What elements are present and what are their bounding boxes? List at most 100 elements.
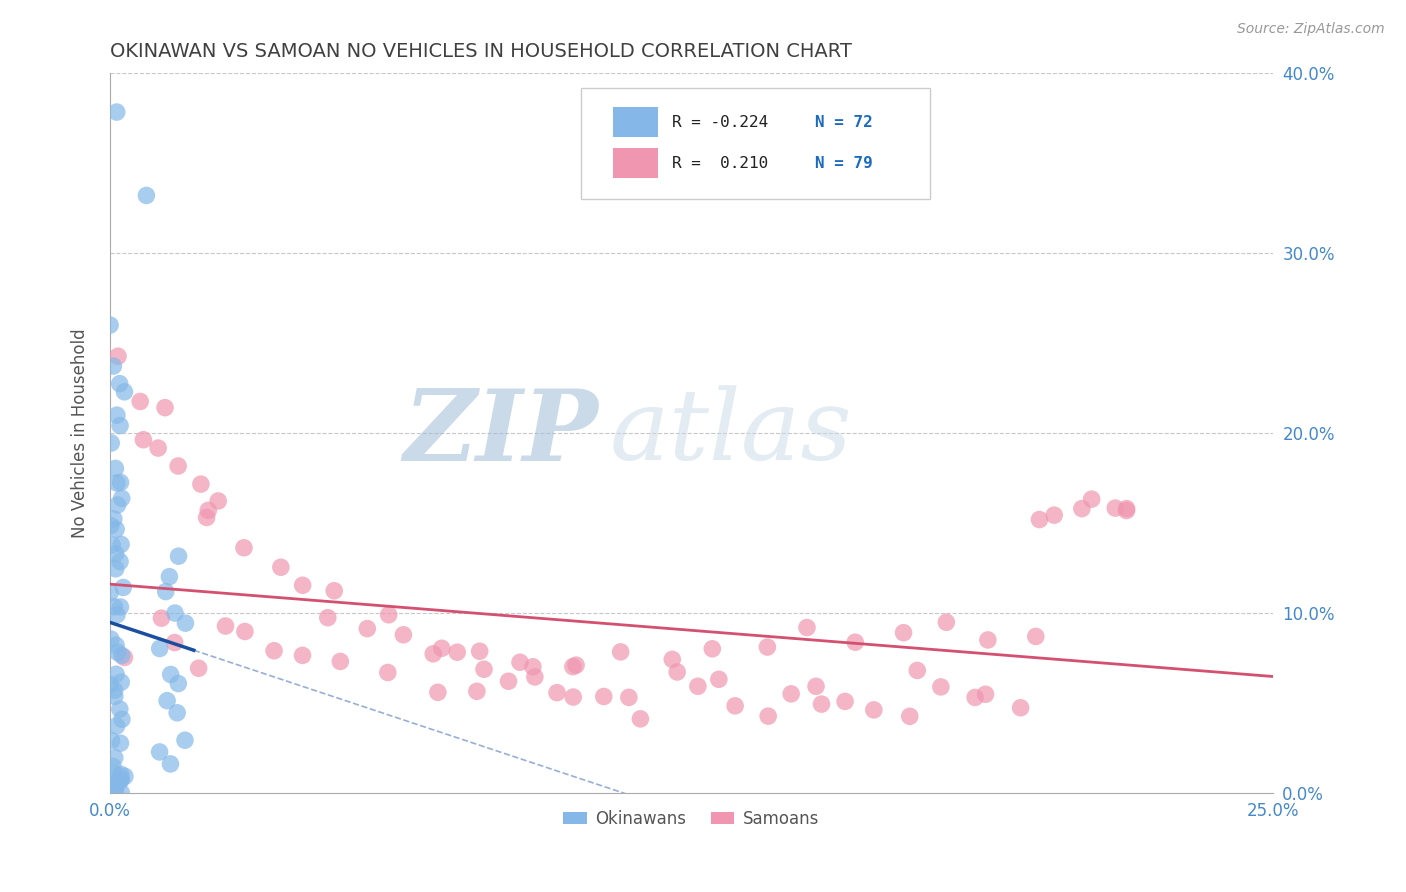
Point <box>157 569 180 583</box>
Point <box>149 641 172 656</box>
Point <box>104 562 127 576</box>
Point <box>107 774 129 789</box>
Point <box>156 694 179 708</box>
Point <box>1025 630 1047 644</box>
Point <box>111 648 134 663</box>
Point <box>1115 503 1137 517</box>
Point <box>377 665 399 680</box>
Point <box>98 777 121 791</box>
Point <box>104 777 127 791</box>
Point <box>105 408 128 422</box>
Point <box>110 599 132 614</box>
Point <box>167 549 190 564</box>
Point <box>129 394 152 409</box>
Point <box>430 641 453 656</box>
Point <box>702 641 724 656</box>
Point <box>153 401 176 415</box>
Point <box>707 673 730 687</box>
Point <box>174 733 197 747</box>
Point <box>233 541 256 555</box>
Y-axis label: No Vehicles in Household: No Vehicles in Household <box>72 328 89 538</box>
Point <box>929 680 952 694</box>
Point <box>898 709 921 723</box>
Point <box>104 461 127 475</box>
Point <box>233 624 256 639</box>
Point <box>110 767 132 781</box>
Point <box>780 687 803 701</box>
Point <box>114 384 136 399</box>
Point <box>105 719 128 733</box>
Point <box>592 690 614 704</box>
Point <box>756 709 779 723</box>
Point <box>546 686 568 700</box>
Point <box>863 703 886 717</box>
Point <box>101 538 124 552</box>
Point <box>108 702 131 716</box>
Point <box>100 436 122 450</box>
Point <box>207 494 229 508</box>
Point <box>114 769 136 783</box>
Point <box>291 578 314 592</box>
Point <box>1028 512 1050 526</box>
Point <box>329 655 352 669</box>
Point <box>112 581 135 595</box>
Point <box>146 441 169 455</box>
Point <box>270 560 292 574</box>
Point <box>105 779 128 793</box>
Point <box>523 670 546 684</box>
Point <box>107 646 129 660</box>
Point <box>174 616 197 631</box>
Point <box>105 522 128 536</box>
Point <box>426 685 449 699</box>
Point <box>844 635 866 649</box>
Point <box>104 750 127 764</box>
Point <box>804 679 827 693</box>
Point <box>111 712 134 726</box>
Text: OKINAWAN VS SAMOAN NO VEHICLES IN HOUSEHOLD CORRELATION CHART: OKINAWAN VS SAMOAN NO VEHICLES IN HOUSEH… <box>110 42 852 61</box>
FancyBboxPatch shape <box>581 87 929 199</box>
Point <box>834 694 856 708</box>
Point <box>195 510 218 524</box>
Point <box>167 676 190 690</box>
Point <box>187 661 209 675</box>
Point <box>522 660 544 674</box>
Point <box>108 376 131 391</box>
Point <box>103 512 125 526</box>
Point <box>392 628 415 642</box>
Point <box>105 667 128 681</box>
Point <box>377 607 399 622</box>
Point <box>101 783 124 797</box>
Point <box>974 687 997 701</box>
Point <box>104 781 127 796</box>
Point <box>155 584 177 599</box>
Point <box>98 318 121 332</box>
Point <box>686 679 709 693</box>
Point <box>562 690 585 704</box>
Text: N = 72: N = 72 <box>814 115 872 130</box>
FancyBboxPatch shape <box>613 148 658 178</box>
Point <box>110 475 132 490</box>
Point <box>159 756 181 771</box>
Legend: Okinawans, Samoans: Okinawans, Samoans <box>557 804 825 835</box>
Point <box>105 638 128 652</box>
Point <box>291 648 314 663</box>
FancyBboxPatch shape <box>613 107 658 137</box>
Text: R = -0.224: R = -0.224 <box>672 115 768 130</box>
Point <box>100 733 122 747</box>
Point <box>100 518 122 533</box>
Point <box>468 644 491 658</box>
Point <box>561 659 583 673</box>
Text: ZIP: ZIP <box>404 384 599 482</box>
Point <box>263 644 285 658</box>
Point <box>104 786 127 800</box>
Point <box>167 458 190 473</box>
Point <box>422 647 444 661</box>
Point <box>796 621 818 635</box>
Point <box>356 622 378 636</box>
Point <box>114 650 136 665</box>
Point <box>724 698 747 713</box>
Point <box>105 105 128 120</box>
Point <box>756 640 779 654</box>
Point <box>893 625 915 640</box>
Point <box>105 475 128 490</box>
